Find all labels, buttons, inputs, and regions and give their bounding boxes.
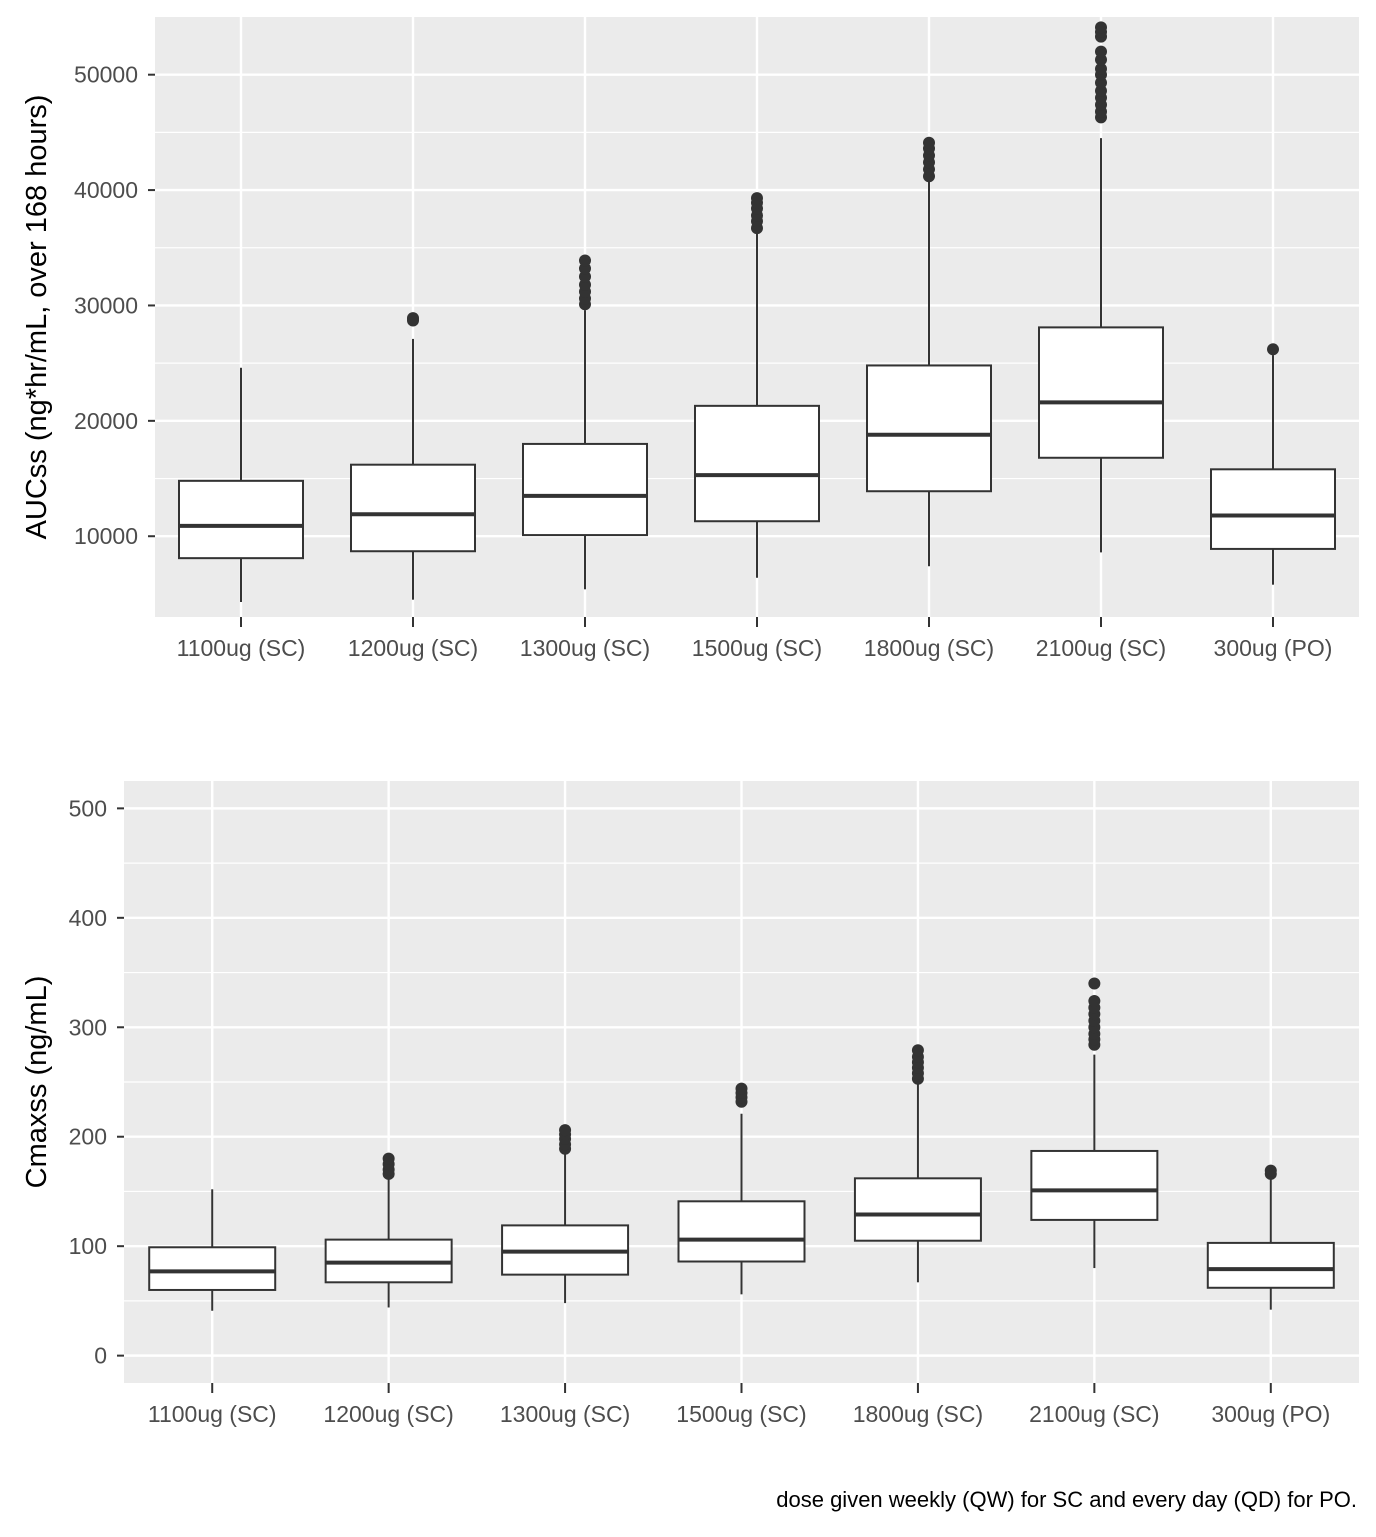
iqr-box bbox=[522, 442, 648, 537]
x-tick-label: 1300ug (SC) bbox=[500, 1401, 630, 1427]
y-tick-label: 50000 bbox=[74, 62, 138, 88]
iqr-box bbox=[350, 463, 476, 553]
box-1300ug-sc bbox=[522, 254, 648, 590]
outlier-point bbox=[579, 254, 591, 267]
outlier-point bbox=[1095, 62, 1107, 75]
y-tick-label: 20000 bbox=[74, 408, 138, 434]
y-axis-title: AUCss (ng*hr/mL, over 168 hours) bbox=[21, 95, 53, 540]
y-tick-label: 100 bbox=[69, 1233, 107, 1259]
iqr-box bbox=[1210, 468, 1336, 550]
box-1800ug-sc bbox=[866, 136, 992, 567]
box-300ug-po bbox=[1210, 343, 1336, 585]
outlier-point bbox=[1267, 343, 1279, 356]
x-tick-label: 2100ug (SC) bbox=[1036, 635, 1166, 661]
box-1200ug-sc bbox=[350, 312, 476, 600]
x-tick-label: 1500ug (SC) bbox=[676, 1401, 806, 1427]
box-2100ug-sc bbox=[1038, 21, 1164, 553]
x-tick-label: 300ug (PO) bbox=[1214, 635, 1333, 661]
x-tick-label: 1100ug (SC) bbox=[148, 1401, 277, 1427]
x-tick-label: 1100ug (SC) bbox=[177, 635, 306, 661]
outlier-point bbox=[1264, 1164, 1277, 1177]
y-tick-label: 0 bbox=[94, 1343, 107, 1369]
box-1100ug-sc bbox=[148, 1189, 277, 1311]
y-tick-label: 500 bbox=[69, 795, 107, 821]
y-axis-title: Cmaxss (ng/mL) bbox=[21, 976, 53, 1189]
x-tick-label: 1800ug (SC) bbox=[864, 635, 994, 661]
outlier-point bbox=[382, 1152, 395, 1165]
box-1500ug-sc bbox=[694, 192, 820, 578]
box-1100ug-sc bbox=[178, 367, 304, 602]
box-1200ug-sc bbox=[324, 1152, 453, 1308]
outlier-point bbox=[751, 192, 763, 205]
box-2100ug-sc bbox=[1030, 977, 1159, 1269]
box-1300ug-sc bbox=[501, 1124, 630, 1304]
iqr-box bbox=[677, 1200, 806, 1263]
y-tick-label: 10000 bbox=[74, 523, 138, 549]
x-tick-label: 1300ug (SC) bbox=[520, 635, 650, 661]
outlier-point bbox=[1088, 977, 1101, 990]
outlier-point bbox=[923, 136, 935, 149]
box-300ug-po bbox=[1206, 1164, 1335, 1310]
outlier-point bbox=[407, 312, 419, 325]
iqr-box bbox=[866, 364, 992, 493]
outlier-point bbox=[735, 1082, 748, 1095]
x-tick-label: 1200ug (SC) bbox=[323, 1401, 453, 1427]
iqr-box bbox=[853, 1177, 982, 1242]
outlier-point bbox=[1095, 45, 1107, 58]
iqr-box bbox=[1030, 1149, 1159, 1221]
x-tick-label: 300ug (PO) bbox=[1211, 1401, 1330, 1427]
outlier-point bbox=[1095, 21, 1107, 34]
caption: dose given weekly (QW) for SC and every … bbox=[776, 1487, 1357, 1512]
x-tick-label: 1500ug (SC) bbox=[692, 635, 822, 661]
outlier-point bbox=[911, 1044, 924, 1057]
box-1500ug-sc bbox=[677, 1082, 806, 1295]
y-tick-label: 40000 bbox=[74, 177, 138, 203]
iqr-box bbox=[178, 479, 304, 560]
iqr-box bbox=[148, 1246, 277, 1291]
iqr-box bbox=[1038, 326, 1164, 459]
y-tick-label: 300 bbox=[69, 1014, 107, 1040]
cmax-panel: 0 100 200 300 400 500 1100ug (SC) 1200ug (SC) 13… bbox=[21, 781, 1359, 1427]
auc-panel: 10000 20000 30000 40000 50000 1100ug (SC) 1200… bbox=[21, 17, 1359, 661]
x-tick-label: 2100ug (SC) bbox=[1029, 1401, 1159, 1427]
x-tick-label: 1800ug (SC) bbox=[853, 1401, 983, 1427]
y-tick-label: 400 bbox=[69, 905, 107, 931]
iqr-box bbox=[694, 404, 820, 523]
y-tick-label: 200 bbox=[69, 1124, 107, 1150]
outlier-point bbox=[559, 1124, 572, 1137]
x-tick-label: 1200ug (SC) bbox=[348, 635, 478, 661]
box-1800ug-sc bbox=[853, 1044, 982, 1283]
outlier-point bbox=[1088, 995, 1101, 1008]
iqr-box bbox=[1206, 1241, 1335, 1289]
y-tick-label: 30000 bbox=[74, 292, 138, 318]
